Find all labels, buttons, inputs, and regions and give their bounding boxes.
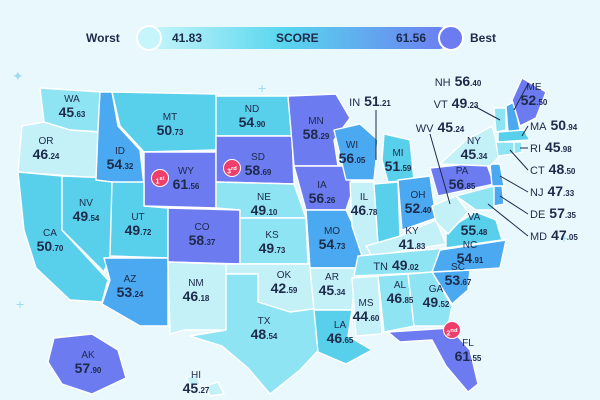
leader-line — [521, 125, 529, 137]
state-nj — [489, 163, 505, 187]
leader-line — [499, 195, 529, 215]
sparkle-icon: ✦ — [12, 68, 24, 84]
legend-best-label: Best — [470, 31, 497, 45]
state-wv — [431, 195, 469, 235]
state-ny — [439, 125, 501, 167]
state-co — [167, 207, 241, 265]
leader-line — [487, 203, 529, 237]
sparkle-icon: + — [16, 296, 25, 312]
leader-line — [499, 175, 529, 193]
state-in — [373, 181, 401, 245]
state-ma — [497, 129, 531, 143]
leader-line — [513, 83, 529, 111]
state-tx — [189, 273, 329, 395]
state-mi — [381, 133, 415, 183]
legend-max-value: 61.56 — [396, 31, 427, 45]
state-fl — [387, 327, 479, 393]
state-nm — [167, 261, 227, 335]
state-ia — [293, 165, 355, 211]
state-de — [493, 185, 505, 207]
state-az — [101, 257, 169, 327]
sparkle-icon: + — [258, 80, 267, 96]
score-legend: Worst 41.83 SCORE 61.56 Best — [0, 0, 600, 78]
state-ar — [309, 267, 357, 311]
legend-worst-dot — [136, 25, 162, 51]
legend-min-value: 41.83 — [172, 31, 203, 45]
state-la — [313, 309, 373, 365]
state-ms — [351, 275, 383, 337]
leader-line — [509, 149, 529, 171]
state-ak — [47, 333, 127, 395]
sparkle-icon: + — [560, 230, 569, 246]
state-me — [511, 77, 547, 127]
state-md — [455, 185, 495, 211]
state-hi — [185, 373, 225, 397]
rank-badge-third: 3rd — [223, 159, 241, 177]
leader-line — [473, 105, 501, 121]
state-mt — [111, 91, 217, 153]
state-va — [445, 211, 503, 249]
state-ks — [239, 217, 309, 265]
state-ga — [407, 271, 453, 327]
legend-worst-label: Worst — [86, 31, 120, 45]
legend-best-dot — [438, 25, 464, 51]
rank-badge-second: 2nd — [443, 321, 461, 339]
legend-gradient-bar: 41.83 SCORE 61.56 — [150, 27, 450, 49]
rank-badge-first: 1st — [151, 169, 169, 187]
state-nd — [215, 95, 293, 137]
legend-score-label: SCORE — [276, 31, 319, 45]
leader-line — [429, 133, 451, 205]
state-ri — [513, 141, 523, 155]
state-ct — [495, 141, 515, 157]
